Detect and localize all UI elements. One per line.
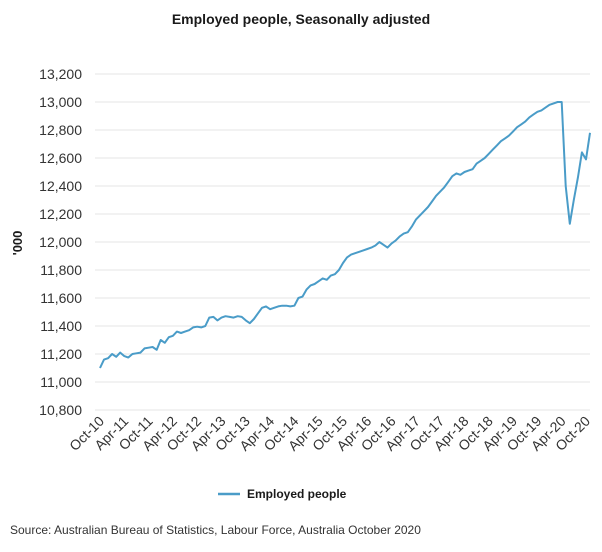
legend-label: Employed people bbox=[247, 487, 347, 501]
y-tick-label: 11,400 bbox=[40, 318, 82, 334]
y-tick-label: 11,000 bbox=[40, 374, 82, 390]
y-tick-label: 12,400 bbox=[39, 178, 82, 194]
y-axis-label: '000 bbox=[10, 231, 25, 256]
gridlines bbox=[95, 73, 590, 411]
y-tick-label: 10,800 bbox=[39, 402, 82, 418]
source-note: Source: Australian Bureau of Statistics,… bbox=[10, 523, 421, 537]
y-tick-label: 11,600 bbox=[40, 290, 82, 306]
y-tick-label: 13,000 bbox=[39, 94, 82, 110]
x-tick-labels: Oct-10Apr-11Oct-11Apr-12Oct-12Apr-13Oct-… bbox=[66, 413, 593, 454]
series-line-employed-people bbox=[99, 101, 591, 369]
y-tick-label: 13,200 bbox=[39, 66, 82, 82]
y-tick-label: 12,000 bbox=[39, 234, 82, 250]
y-tick-label: 12,600 bbox=[39, 150, 82, 166]
y-tick-label: 11,800 bbox=[40, 262, 82, 278]
series-group bbox=[99, 101, 591, 369]
y-tick-label: 12,800 bbox=[39, 122, 82, 138]
legend: Employed people bbox=[218, 487, 347, 501]
chart-title: Employed people, Seasonally adjusted bbox=[172, 11, 430, 27]
y-tick-label: 12,200 bbox=[39, 206, 82, 222]
y-tick-labels: 10,800 11,000 11,200 11,400 11,600 11,800 12,0… bbox=[39, 66, 82, 418]
y-tick-label: 11,200 bbox=[40, 346, 82, 362]
